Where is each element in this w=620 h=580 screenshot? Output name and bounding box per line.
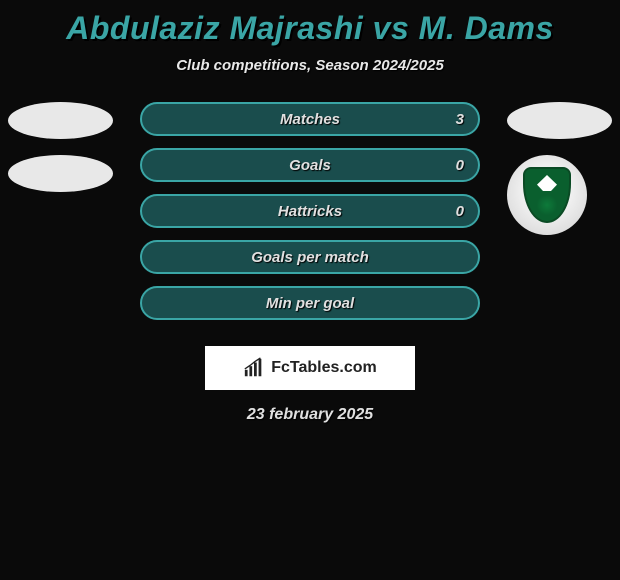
comparison-card: Abdulaziz Majrashi vs M. Dams Club compe…	[0, 0, 620, 424]
stat-label: Min per goal	[266, 295, 354, 312]
left-logo-placeholder-1	[8, 102, 113, 139]
stat-right-value: 0	[456, 157, 464, 174]
right-player-logos	[507, 102, 612, 235]
stat-label: Goals	[289, 157, 331, 174]
watermark-text: FcTables.com	[271, 359, 377, 377]
stat-row-hattricks: Hattricks 0	[140, 194, 480, 228]
right-team-logo	[507, 155, 587, 235]
stat-label: Matches	[280, 111, 340, 128]
stat-label: Goals per match	[251, 249, 369, 266]
stat-row-goals-per-match: Goals per match	[140, 240, 480, 274]
stat-row-matches: Matches 3	[140, 102, 480, 136]
left-player-logos	[8, 102, 113, 208]
left-logo-placeholder-2	[8, 155, 113, 192]
bar-chart-icon	[243, 357, 265, 379]
watermark: FcTables.com	[205, 346, 415, 390]
stat-label: Hattricks	[278, 203, 342, 220]
shield-icon	[523, 167, 571, 223]
stat-row-min-per-goal: Min per goal	[140, 286, 480, 320]
stat-row-goals: Goals 0	[140, 148, 480, 182]
right-logo-placeholder-1	[507, 102, 612, 139]
date: 23 february 2025	[0, 406, 620, 424]
stat-rows: Matches 3 Goals 0 Hattricks 0 Goals per …	[140, 102, 480, 320]
subtitle: Club competitions, Season 2024/2025	[0, 57, 620, 74]
stat-right-value: 0	[456, 203, 464, 220]
stats-area: Matches 3 Goals 0 Hattricks 0 Goals per …	[0, 102, 620, 342]
page-title: Abdulaziz Majrashi vs M. Dams	[0, 0, 620, 47]
stat-right-value: 3	[456, 111, 464, 128]
